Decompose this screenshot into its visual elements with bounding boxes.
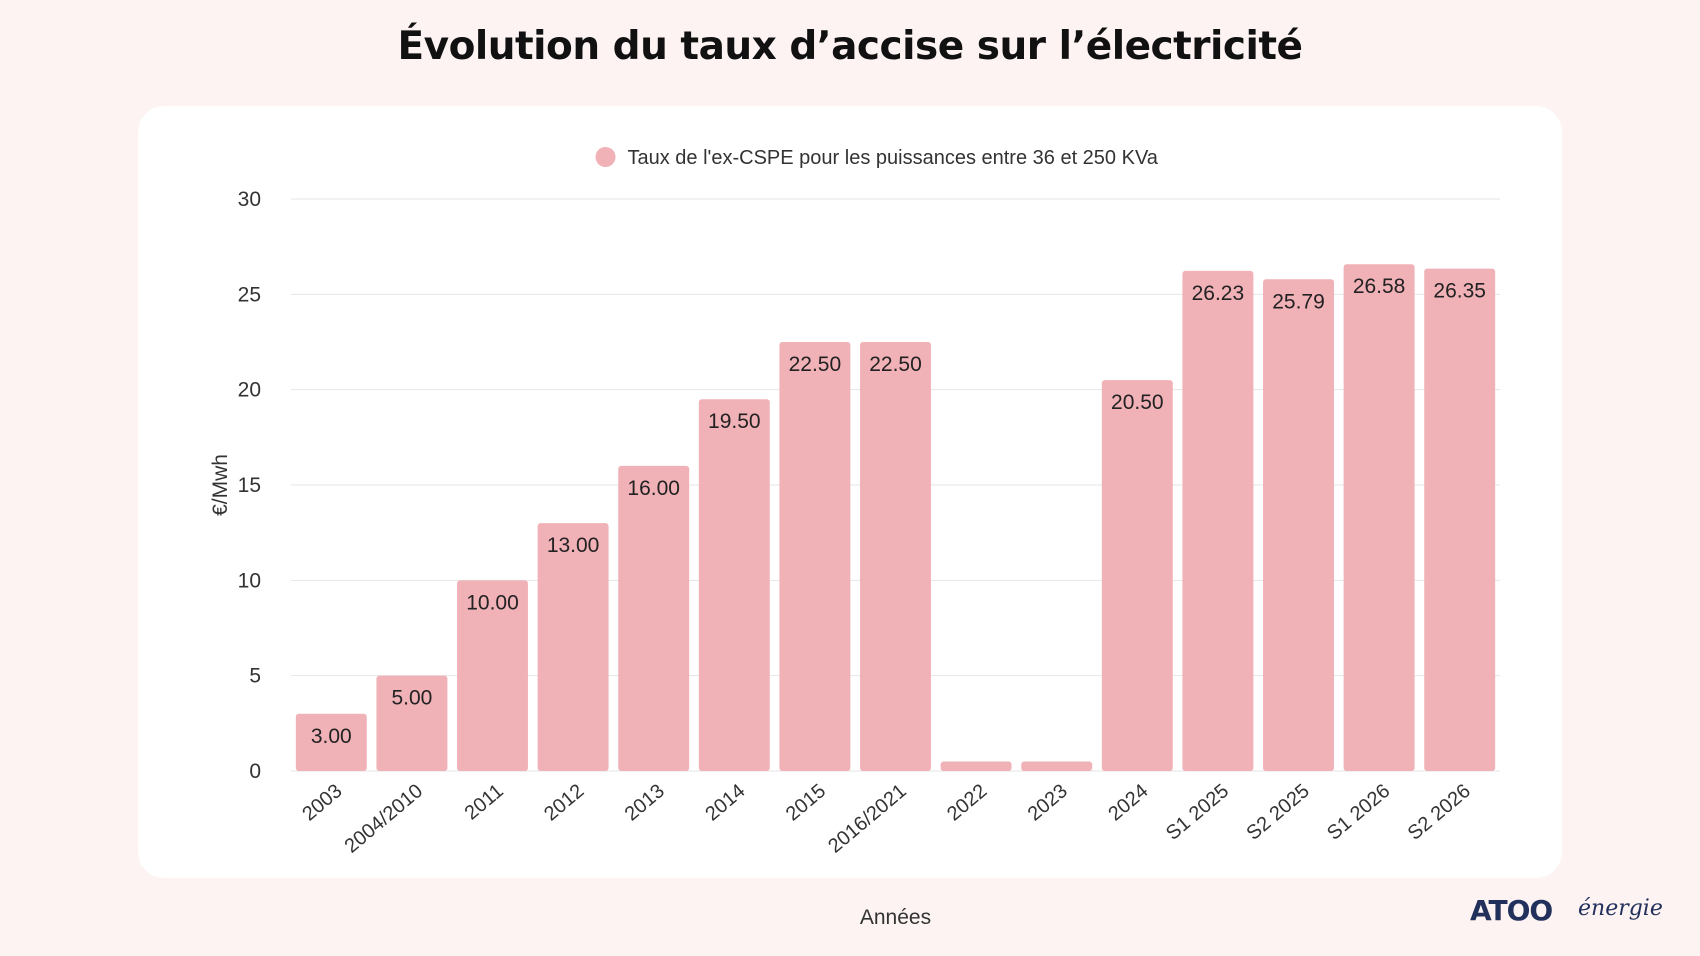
bar-value-label: 22.50 [789, 353, 842, 376]
logo-brand: ATOO [1470, 894, 1553, 927]
y-axis-label: €/Mwh [209, 454, 232, 516]
x-tick-label: 2011 [461, 780, 508, 825]
bar-value-label: 25.79 [1272, 290, 1325, 313]
x-tick-label: 2012 [540, 780, 588, 825]
bar-value-label: 22.50 [869, 353, 922, 376]
bar-value-label: 5.00 [391, 687, 432, 710]
y-tick-label: 30 [238, 188, 261, 211]
x-tick-label: 2013 [621, 780, 669, 825]
bar-value-label: 26.35 [1433, 280, 1486, 303]
bar [618, 465, 690, 771]
x-tick-label: 2004/2010 [341, 780, 428, 858]
bar-value-label: 10.00 [466, 591, 519, 614]
logo-subtitle: énergie [1578, 896, 1663, 921]
x-tick-label: S2 2026 [1404, 780, 1475, 845]
bar [1424, 268, 1496, 771]
bar-chart: Taux de l'ex-CSPE pour les puissances en… [209, 147, 1500, 858]
bar-value-label: 19.50 [708, 410, 761, 433]
legend-marker [595, 147, 616, 167]
bar [537, 523, 609, 771]
y-tick-label: 5 [249, 665, 261, 688]
bar-value-label: 20.50 [1111, 391, 1164, 414]
y-tick-label: 0 [249, 760, 261, 783]
bar-value-label: 26.58 [1353, 275, 1406, 298]
bar [1021, 761, 1093, 771]
bar [376, 675, 448, 771]
bar [1101, 380, 1173, 771]
y-tick-label: 15 [238, 474, 261, 497]
y-tick-label: 20 [238, 379, 261, 402]
x-tick-label: 2022 [943, 780, 991, 825]
x-tick-label: 2023 [1024, 780, 1072, 825]
x-tick-label: 2015 [782, 780, 830, 825]
chart-card: Taux de l'ex-CSPE pour les puissances en… [138, 106, 1562, 878]
x-tick-label: S1 2026 [1323, 780, 1394, 845]
bar [860, 342, 931, 771]
bar [940, 761, 1012, 771]
bar [1263, 279, 1334, 771]
bar [1343, 264, 1415, 771]
atoo-energie-logo: ATOO énergie [1470, 894, 1680, 944]
bar [698, 399, 770, 771]
bar [295, 713, 367, 771]
bar [457, 580, 528, 771]
bar [779, 342, 851, 771]
bar [1182, 270, 1254, 771]
x-tick-label: 2016/2021 [824, 780, 911, 858]
x-axis-label: Années [859, 906, 932, 929]
bar-value-label: 13.00 [547, 534, 600, 557]
bar-value-label: 16.00 [627, 477, 680, 500]
x-tick-label: S2 2025 [1242, 780, 1313, 845]
chart-title: Évolution du taux d’accise sur l’électri… [397, 24, 1303, 69]
legend-label: Taux de l'ex-CSPE pour les puissances en… [628, 147, 1159, 169]
x-tick-label: 2024 [1104, 780, 1152, 825]
y-tick-label: 25 [238, 283, 261, 306]
bar-value-label: 26.23 [1192, 282, 1245, 305]
x-tick-label: S1 2025 [1162, 780, 1233, 845]
y-tick-label: 10 [238, 569, 261, 592]
x-tick-label: 2014 [701, 780, 749, 825]
bar-value-label: 3.00 [311, 725, 352, 748]
x-tick-label: 2003 [298, 780, 346, 825]
